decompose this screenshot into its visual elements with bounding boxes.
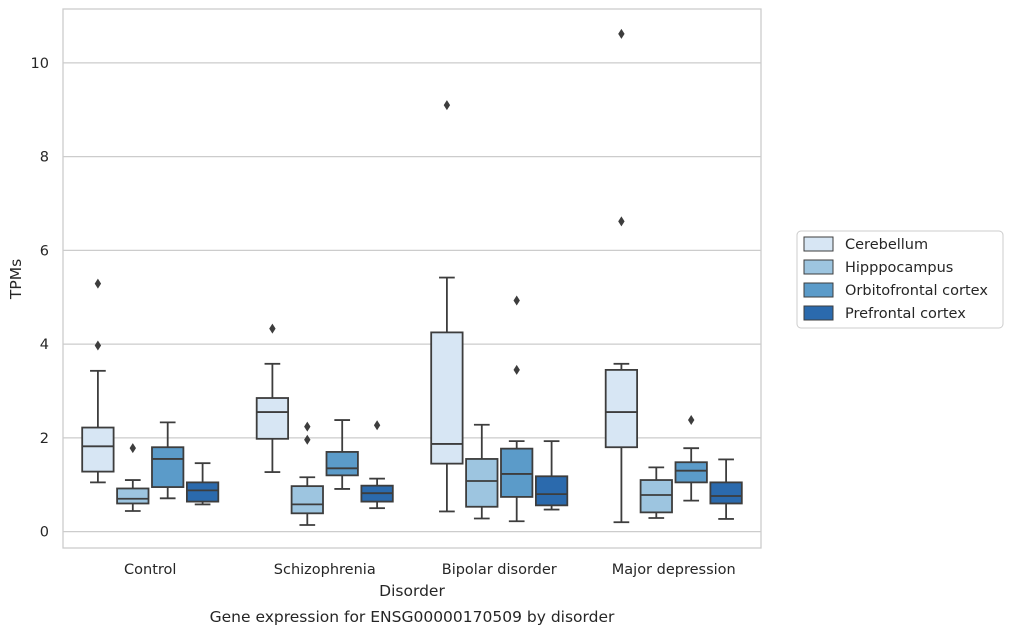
- box-body: [534, 475, 569, 507]
- box: [604, 28, 639, 524]
- box: [360, 420, 394, 510]
- legend-label: Prefrontal cortex: [845, 306, 966, 322]
- boxes: [81, 28, 743, 526]
- box-body: [116, 487, 150, 505]
- y-tick-label: 0: [40, 525, 49, 541]
- box: [465, 423, 499, 520]
- chart-title: Gene expression for ENSG00000170509 by d…: [210, 608, 615, 626]
- outlier-point: [513, 364, 520, 375]
- box: [534, 440, 569, 511]
- legend-swatch: [803, 259, 834, 275]
- plot-frame: [62, 8, 762, 549]
- y-axis-ticks: 0 2 4 6 8 10: [31, 56, 49, 541]
- outlier-point: [513, 295, 520, 306]
- box-body: [604, 368, 639, 449]
- box: [290, 421, 324, 526]
- legend-label: Cerebellum: [845, 237, 928, 253]
- x-tick-label: Bipolar disorder: [442, 562, 557, 578]
- outlier-point: [94, 278, 102, 289]
- outlier-point: [443, 100, 451, 111]
- box: [151, 421, 185, 500]
- box: [255, 323, 290, 473]
- outlier-point: [373, 420, 381, 431]
- box-body: [325, 451, 359, 477]
- box-body: [185, 481, 220, 503]
- outlier-point: [688, 415, 695, 426]
- y-tick-label: 6: [40, 243, 49, 259]
- outlier-point: [129, 443, 136, 454]
- box-body: [674, 461, 708, 484]
- x-axis-title: Disorder: [379, 582, 445, 600]
- outlier-point: [304, 434, 311, 445]
- box: [185, 462, 220, 506]
- box: [116, 443, 150, 512]
- box-body: [151, 446, 185, 488]
- outlier-point: [618, 28, 625, 39]
- y-axis-title: TPMs: [7, 259, 25, 300]
- grid: [63, 62, 761, 533]
- outlier-point: [304, 421, 311, 432]
- box-body: [255, 397, 290, 440]
- legend-frame: [796, 230, 1004, 329]
- outlier-point: [618, 216, 625, 227]
- legend-swatch: [803, 282, 834, 298]
- legend-swatch: [803, 305, 834, 321]
- box-body: [639, 479, 673, 514]
- box: [709, 458, 743, 520]
- box-body: [430, 331, 464, 465]
- box: [500, 295, 534, 523]
- box: [430, 100, 464, 513]
- box-body: [465, 458, 499, 508]
- x-tick-label: Schizophrenia: [274, 562, 376, 578]
- y-tick-label: 10: [31, 56, 49, 72]
- legend-label: Hipppocampus: [845, 260, 953, 276]
- box: [325, 419, 359, 490]
- box-body: [81, 426, 115, 473]
- outlier-point: [94, 340, 102, 351]
- box-body: [500, 447, 534, 498]
- box: [674, 415, 708, 502]
- x-tick-label: Control: [124, 562, 176, 578]
- box: [81, 278, 115, 484]
- x-axis-ticks: Control Schizophrenia Bipolar disorder Majo…: [124, 562, 736, 578]
- y-tick-label: 2: [40, 431, 49, 447]
- legend: Cerebellum Hipppocampus Orbitofrontal cort…: [796, 230, 1004, 329]
- box-body: [290, 485, 324, 515]
- y-tick-label: 4: [40, 337, 49, 353]
- box-body: [709, 481, 743, 505]
- outlier-point: [269, 323, 276, 334]
- y-tick-label: 8: [40, 150, 49, 166]
- box: [639, 466, 673, 519]
- legend-label: Orbitofrontal cortex: [845, 283, 988, 299]
- x-tick-label: Major depression: [612, 562, 736, 578]
- legend-swatch: [803, 236, 834, 252]
